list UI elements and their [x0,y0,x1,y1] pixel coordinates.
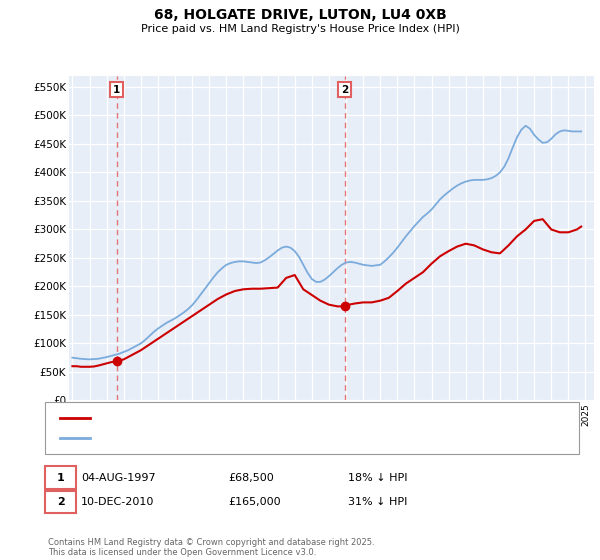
Text: Price paid vs. HM Land Registry's House Price Index (HPI): Price paid vs. HM Land Registry's House … [140,24,460,34]
Text: £68,500: £68,500 [228,473,274,483]
Text: 10-DEC-2010: 10-DEC-2010 [81,497,154,507]
Text: 18% ↓ HPI: 18% ↓ HPI [348,473,407,483]
Text: 31% ↓ HPI: 31% ↓ HPI [348,497,407,507]
Text: 1: 1 [113,85,120,95]
Text: 68, HOLGATE DRIVE, LUTON, LU4 0XB (detached house): 68, HOLGATE DRIVE, LUTON, LU4 0XB (detac… [96,413,369,423]
Text: Contains HM Land Registry data © Crown copyright and database right 2025.
This d: Contains HM Land Registry data © Crown c… [48,538,374,557]
Text: HPI: Average price, detached house, Luton: HPI: Average price, detached house, Luto… [96,433,305,443]
Text: 04-AUG-1997: 04-AUG-1997 [81,473,155,483]
Text: 1: 1 [57,473,64,483]
Text: £165,000: £165,000 [228,497,281,507]
Text: 2: 2 [341,85,348,95]
Text: 68, HOLGATE DRIVE, LUTON, LU4 0XB: 68, HOLGATE DRIVE, LUTON, LU4 0XB [154,8,446,22]
Text: 2: 2 [57,497,64,507]
